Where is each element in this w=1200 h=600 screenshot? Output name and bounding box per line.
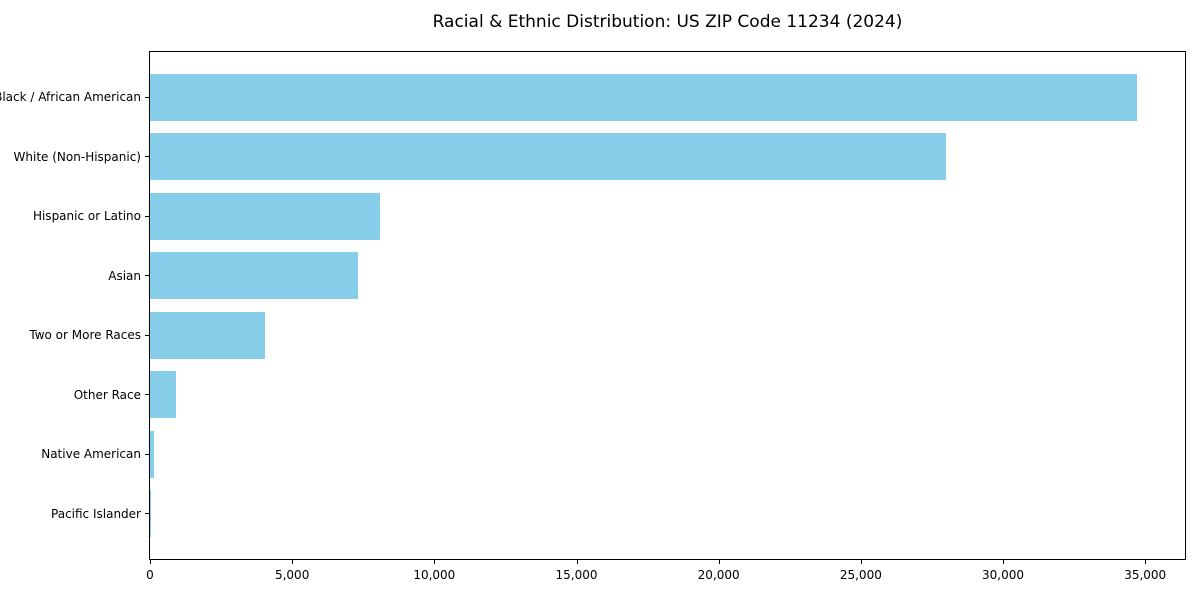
- y-axis-tick: [145, 394, 150, 396]
- y-axis-label: Native American: [41, 447, 141, 462]
- x-axis-tick-label: 25,000: [839, 568, 882, 582]
- x-axis-tick-label: 0: [146, 568, 154, 582]
- x-axis-tick: [1003, 559, 1005, 564]
- bar: [150, 133, 947, 181]
- y-axis-label: White (Non-Hispanic): [13, 149, 141, 164]
- bar: [150, 430, 154, 478]
- x-axis-tick-label: 5,000: [274, 568, 310, 582]
- y-axis-tick: [145, 156, 150, 158]
- y-axis-tick: [145, 96, 150, 98]
- y-axis-tick: [145, 275, 150, 277]
- chart-title: Racial & Ethnic Distribution: US ZIP Cod…: [432, 12, 903, 32]
- x-axis-tick-label: 20,000: [697, 568, 740, 582]
- bar: [150, 371, 176, 419]
- x-axis-tick: [1145, 559, 1147, 564]
- plot-area: Black / African American White (Non-Hispa…: [0, 51, 1186, 582]
- x-axis-tick: [718, 559, 720, 564]
- x-axis-tick-label: 10,000: [413, 568, 456, 582]
- x-axis-tick: [292, 559, 294, 564]
- x-axis-tick: [150, 559, 151, 564]
- x-axis-tick: [576, 559, 578, 564]
- bar: [150, 252, 358, 300]
- x-axis-tick-label: 35,000: [1124, 568, 1167, 582]
- bar: [150, 311, 266, 359]
- y-axis-label: Two or More Races: [29, 328, 141, 343]
- y-axis-tick: [145, 215, 150, 217]
- x-axis-tick: [860, 559, 862, 564]
- y-axis-label: Hispanic or Latino: [32, 209, 141, 224]
- x-axis-tick: [434, 559, 436, 564]
- x-axis-tick-label: 30,000: [982, 568, 1025, 582]
- x-axis-tick-label: 15,000: [555, 568, 598, 582]
- y-axis-label: Other Race: [73, 387, 141, 402]
- y-axis-label: Asian: [108, 268, 141, 283]
- bar: [150, 73, 1137, 121]
- bar: [150, 490, 151, 538]
- y-axis-tick: [145, 513, 150, 515]
- y-axis-tick: [145, 334, 150, 336]
- y-axis-label: Pacific Islander: [51, 506, 141, 521]
- y-axis-label: Black / African American: [0, 90, 141, 105]
- y-axis-tick: [145, 453, 150, 455]
- bar: [150, 192, 381, 240]
